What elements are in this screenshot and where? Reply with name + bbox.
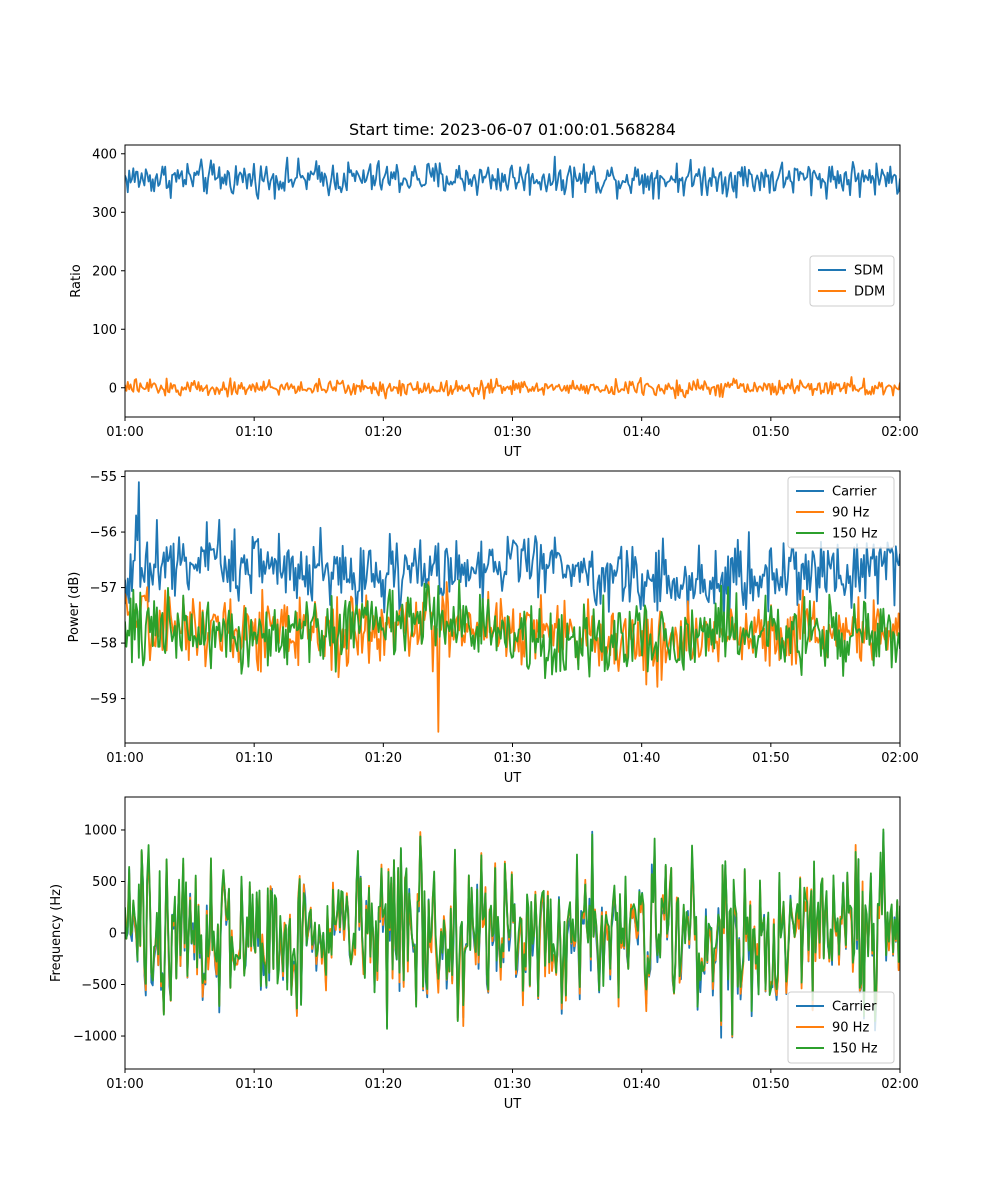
ratio-x-axis-label: UT (504, 445, 522, 460)
ratio-panel: 01:00 01:10 01:20 01:30 01:40 01:50 02:00 0 100 2… (69, 144, 919, 460)
frequency-legend-label: 150 Hz (832, 1042, 878, 1057)
frequency-x-tick-label: 02:00 (881, 1077, 918, 1092)
frequency-x-tick-label: 01:40 (623, 1077, 660, 1092)
power-series-line-carrier (125, 481, 900, 620)
power-x-tick-label: 01:10 (235, 751, 272, 766)
power-y-tick-label: −55 (90, 470, 117, 485)
power-y-tick-label: −56 (90, 526, 117, 541)
ratio-x-tick-label: 02:00 (881, 425, 918, 440)
ratio-x-tick-label: 01:00 (106, 425, 143, 440)
power-y-tick-label: −58 (90, 637, 117, 652)
frequency-panel: 01:00 01:10 01:20 01:30 01:40 01:50 02:00 −1000… (49, 796, 919, 1112)
frequency-y-tick-label: 1000 (84, 823, 117, 838)
frequency-series-line-150-hz (125, 828, 900, 1036)
frequency-x-tick-label: 01:30 (494, 1077, 531, 1092)
ratio-legend-box (809, 255, 895, 307)
frequency-axes-group: 01:00 01:10 01:20 01:30 01:40 01:50 02:00 −1000… (73, 823, 919, 1092)
power-legend-box (787, 476, 895, 549)
ratio-series-group (125, 155, 900, 400)
power-axes-group: 01:00 01:10 01:20 01:30 01:40 01:50 02:00 −59 −5… (90, 470, 919, 766)
frequency-y-axis-label: Frequency (Hz) (49, 884, 64, 982)
ratio-y-tick-label: 0 (109, 381, 117, 396)
ratio-y-tick-label: 400 (92, 147, 117, 162)
frequency-x-tick-label: 01:50 (752, 1077, 789, 1092)
ratio-y-tick-label: 300 (92, 206, 117, 221)
ratio-series-line-sdm (125, 155, 900, 200)
ratio-x-tick-label: 01:10 (235, 425, 272, 440)
frequency-series-group (125, 828, 900, 1039)
power-panel: 01:00 01:10 01:20 01:30 01:40 01:50 02:00 −59 −5… (67, 470, 919, 786)
ratio-legend-label: SDM (854, 264, 883, 279)
power-x-tick-label: 01:00 (106, 751, 143, 766)
frequency-legend-label: Carrier (832, 1000, 877, 1015)
ratio-axes-group: 01:00 01:10 01:20 01:30 01:40 01:50 02:00 0 100 2… (92, 147, 919, 440)
ratio-legend-label: DDM (854, 285, 885, 300)
power-x-axis-label: UT (504, 771, 522, 786)
frequency-legend-label: 90 Hz (832, 1021, 869, 1036)
frequency-x-tick-label: 01:20 (365, 1077, 402, 1092)
frequency-y-tick-label: −500 (81, 978, 117, 993)
ratio-x-tick-label: 01:20 (365, 425, 402, 440)
power-y-tick-label: −57 (90, 581, 117, 596)
frequency-y-tick-label: 500 (92, 875, 117, 890)
power-x-tick-label: 01:40 (623, 751, 660, 766)
power-series-group (125, 481, 900, 733)
ratio-legend: SDM DDM (809, 255, 895, 307)
ratio-y-tick-label: 100 (92, 323, 117, 338)
frequency-x-axis-label: UT (504, 1097, 522, 1112)
ratio-x-tick-label: 01:30 (494, 425, 531, 440)
power-plot-frame (124, 470, 901, 744)
power-x-tick-label: 01:50 (752, 751, 789, 766)
ratio-x-tick-label: 01:50 (752, 425, 789, 440)
ratio-y-axis-label: Ratio (69, 264, 84, 297)
frequency-legend: Carrier 90 Hz 150 Hz (787, 991, 895, 1064)
power-legend: Carrier 90 Hz 150 Hz (787, 476, 895, 549)
power-legend-label: 150 Hz (832, 527, 878, 542)
power-y-axis-label: Power (dB) (67, 572, 82, 643)
ratio-y-tick-label: 200 (92, 264, 117, 279)
power-legend-label: 90 Hz (832, 506, 869, 521)
frequency-y-tick-label: 0 (109, 927, 117, 942)
ratio-x-tick-label: 01:40 (623, 425, 660, 440)
power-x-tick-label: 02:00 (881, 751, 918, 766)
power-y-tick-label: −59 (90, 692, 117, 707)
frequency-legend-box (787, 991, 895, 1064)
frequency-x-tick-label: 01:10 (235, 1077, 272, 1092)
ratio-series-line-ddm (125, 376, 900, 400)
power-legend-label: Carrier (832, 485, 877, 500)
power-series-line-150-hz (125, 579, 900, 680)
power-x-tick-label: 01:30 (494, 751, 531, 766)
frequency-y-tick-label: −1000 (73, 1030, 117, 1045)
figure-title: Start time: 2023-06-07 01:00:01.568284 (349, 120, 676, 139)
power-x-tick-label: 01:20 (365, 751, 402, 766)
frequency-x-tick-label: 01:00 (106, 1077, 143, 1092)
